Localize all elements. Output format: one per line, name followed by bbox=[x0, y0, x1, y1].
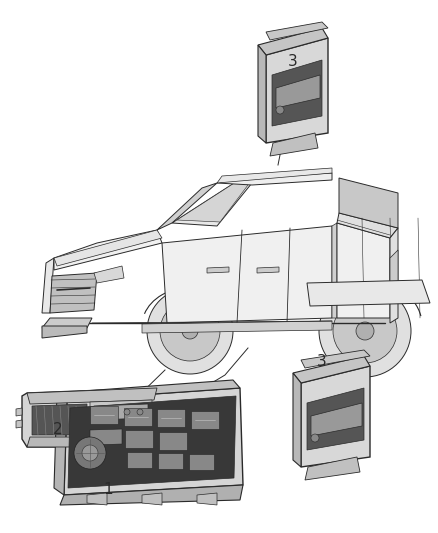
Text: 3: 3 bbox=[317, 354, 327, 369]
Polygon shape bbox=[337, 213, 398, 238]
Polygon shape bbox=[157, 409, 185, 427]
Polygon shape bbox=[142, 493, 162, 505]
Polygon shape bbox=[217, 173, 332, 185]
Polygon shape bbox=[189, 454, 214, 470]
Polygon shape bbox=[307, 280, 430, 306]
Polygon shape bbox=[207, 267, 229, 273]
Polygon shape bbox=[217, 168, 332, 183]
Polygon shape bbox=[301, 366, 370, 467]
Polygon shape bbox=[191, 410, 219, 429]
Text: 3: 3 bbox=[288, 54, 298, 69]
Polygon shape bbox=[57, 380, 240, 400]
Polygon shape bbox=[16, 408, 22, 416]
Polygon shape bbox=[270, 133, 318, 156]
Polygon shape bbox=[68, 396, 236, 488]
Circle shape bbox=[82, 445, 98, 461]
Circle shape bbox=[333, 299, 397, 363]
Polygon shape bbox=[90, 400, 152, 435]
Polygon shape bbox=[32, 404, 87, 435]
Polygon shape bbox=[125, 430, 153, 448]
Polygon shape bbox=[197, 493, 217, 505]
Polygon shape bbox=[390, 228, 398, 323]
Circle shape bbox=[124, 409, 130, 415]
Circle shape bbox=[147, 288, 233, 374]
Circle shape bbox=[319, 285, 411, 377]
Polygon shape bbox=[27, 437, 157, 447]
Polygon shape bbox=[50, 273, 97, 313]
Polygon shape bbox=[158, 453, 183, 469]
Circle shape bbox=[182, 323, 198, 339]
Circle shape bbox=[160, 301, 220, 361]
Polygon shape bbox=[64, 388, 243, 495]
Circle shape bbox=[137, 409, 143, 415]
Polygon shape bbox=[42, 326, 87, 338]
Polygon shape bbox=[54, 230, 162, 270]
Polygon shape bbox=[16, 420, 22, 428]
Polygon shape bbox=[42, 318, 92, 328]
Polygon shape bbox=[87, 493, 107, 505]
Polygon shape bbox=[54, 393, 67, 495]
Polygon shape bbox=[94, 404, 148, 420]
Polygon shape bbox=[337, 223, 390, 318]
Polygon shape bbox=[124, 408, 152, 425]
Polygon shape bbox=[90, 429, 122, 445]
Polygon shape bbox=[258, 28, 328, 55]
Circle shape bbox=[311, 434, 319, 442]
Polygon shape bbox=[94, 266, 124, 283]
Polygon shape bbox=[157, 183, 217, 230]
Polygon shape bbox=[339, 178, 398, 228]
Polygon shape bbox=[142, 321, 332, 333]
Polygon shape bbox=[266, 22, 328, 40]
Polygon shape bbox=[305, 457, 360, 480]
Polygon shape bbox=[257, 267, 279, 273]
Polygon shape bbox=[127, 452, 152, 468]
Polygon shape bbox=[276, 75, 320, 108]
Text: 1: 1 bbox=[103, 482, 113, 497]
Polygon shape bbox=[311, 403, 362, 436]
Polygon shape bbox=[90, 406, 118, 424]
Polygon shape bbox=[42, 258, 54, 313]
Polygon shape bbox=[272, 60, 322, 126]
Polygon shape bbox=[301, 350, 370, 368]
Polygon shape bbox=[258, 45, 266, 143]
Polygon shape bbox=[22, 388, 162, 447]
Polygon shape bbox=[162, 226, 332, 323]
Polygon shape bbox=[390, 250, 398, 290]
Polygon shape bbox=[266, 38, 328, 143]
Circle shape bbox=[356, 322, 374, 340]
Polygon shape bbox=[27, 388, 157, 404]
Polygon shape bbox=[54, 230, 162, 266]
Polygon shape bbox=[293, 373, 301, 467]
Polygon shape bbox=[332, 223, 337, 318]
Polygon shape bbox=[159, 432, 187, 449]
Text: 2: 2 bbox=[53, 423, 63, 438]
Circle shape bbox=[276, 106, 284, 114]
Polygon shape bbox=[293, 356, 370, 383]
Polygon shape bbox=[172, 178, 252, 226]
Circle shape bbox=[221, 280, 227, 286]
Polygon shape bbox=[177, 180, 248, 222]
Circle shape bbox=[271, 280, 277, 286]
Polygon shape bbox=[60, 485, 243, 505]
Circle shape bbox=[74, 437, 106, 469]
Polygon shape bbox=[307, 388, 364, 450]
